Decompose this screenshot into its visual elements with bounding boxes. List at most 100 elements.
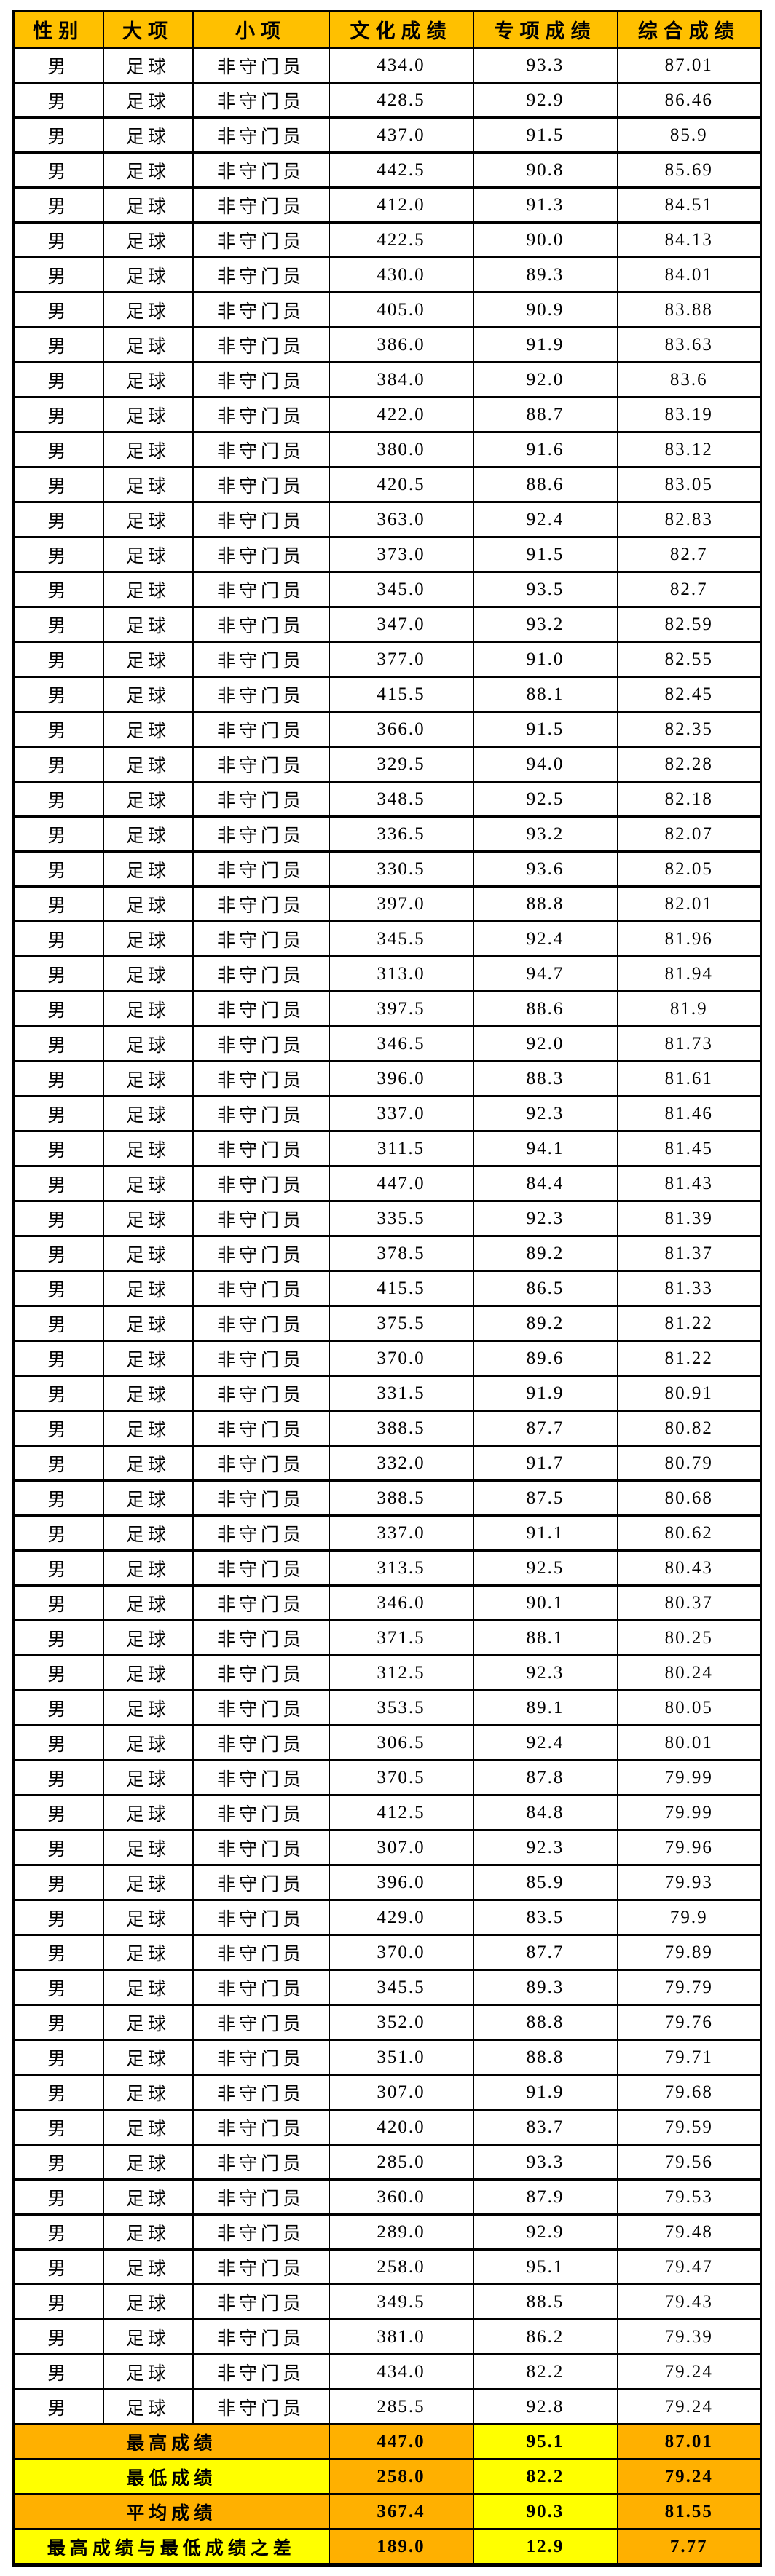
table-row: 男足球 非守门员 366.0 91.5 82.35	[12, 711, 762, 748]
cell-major: 足球	[102, 1445, 194, 1482]
cell-culture-score: 415.5	[328, 676, 474, 713]
cell-minor: 非守门员	[192, 1095, 330, 1132]
cell-culture-score: 313.0	[328, 955, 474, 992]
table-row: 男足球 非守门员 258.0 95.1 79.47	[12, 2248, 762, 2285]
cell-culture-score: 447.0	[328, 1165, 474, 1202]
cell-culture-score: 434.0	[328, 47, 474, 84]
cell-composite-score: 7.77	[616, 2528, 762, 2566]
cell-culture-score: 430.0	[328, 256, 474, 293]
cell-major: 足球	[102, 1410, 194, 1447]
cell-composite-score: 79.47	[616, 2248, 762, 2285]
cell-composite-score: 82.45	[616, 676, 762, 713]
cell-gender: 男	[12, 501, 104, 538]
cell-major: 足球	[102, 326, 194, 363]
cell-culture-score: 332.0	[328, 1445, 474, 1482]
cell-minor: 非守门员	[192, 221, 330, 258]
cell-gender: 男	[12, 2074, 104, 2111]
cell-composite-score: 82.28	[616, 746, 762, 783]
cell-culture-score: 349.5	[328, 2283, 474, 2320]
cell-culture-score: 386.0	[328, 326, 474, 363]
cell-culture-score: 447.0	[328, 2423, 474, 2460]
cell-major: 足球	[102, 1549, 194, 1587]
cell-minor: 非守门员	[192, 326, 330, 363]
cell-gender: 男	[12, 711, 104, 748]
table-row: 男足球 非守门员 337.0 92.3 81.46	[12, 1095, 762, 1132]
cell-special-score: 82.2	[472, 2458, 618, 2495]
cell-special-score: 91.6	[472, 431, 618, 468]
cell-composite-score: 80.01	[616, 1724, 762, 1761]
cell-special-score: 92.0	[472, 361, 618, 398]
cell-major: 足球	[102, 2248, 194, 2285]
cell-minor: 非守门员	[192, 885, 330, 922]
table-row: 男足球 非守门员 405.0 90.9 83.88	[12, 291, 762, 328]
cell-composite-score: 84.01	[616, 256, 762, 293]
header-minor: 小项	[192, 10, 330, 49]
cell-special-score: 88.6	[472, 466, 618, 503]
cell-major: 足球	[102, 1934, 194, 1971]
table-row: 男足球 非守门员 347.0 93.2 82.59	[12, 606, 762, 643]
cell-major: 足球	[102, 885, 194, 922]
cell-special-score: 91.5	[472, 116, 618, 154]
cell-special-score: 93.3	[472, 47, 618, 84]
cell-culture-score: 345.0	[328, 571, 474, 608]
cell-minor: 非守门员	[192, 1934, 330, 1971]
cell-gender: 男	[12, 1270, 104, 1307]
cell-minor: 非守门员	[192, 1060, 330, 1097]
cell-composite-score: 79.89	[616, 1934, 762, 1971]
cell-special-score: 92.9	[472, 2213, 618, 2251]
table-row: 男足球 非守门员 312.5 92.3 80.24	[12, 1654, 762, 1691]
cell-major: 足球	[102, 1794, 194, 1831]
cell-minor: 非守门员	[192, 711, 330, 748]
cell-major: 足球	[102, 1514, 194, 1552]
table-row: 男足球 非守门员 337.0 91.1 80.62	[12, 1514, 762, 1552]
cell-composite-score: 81.22	[616, 1305, 762, 1342]
cell-composite-score: 80.24	[616, 1654, 762, 1691]
scores-table: 性别 大项 小项 文化成绩 专项成绩 综合成绩 男足球 非守门员 434.0 93.3…	[12, 10, 762, 2567]
table-row: 男足球 非守门员 380.0 91.6 83.12	[12, 431, 762, 468]
table-row: 男足球 非守门员 352.0 88.8 79.76	[12, 2004, 762, 2041]
header-composite-score: 综合成绩	[616, 10, 762, 49]
cell-special-score: 90.9	[472, 291, 618, 328]
table-row: 男足球 非守门员 363.0 92.4 82.83	[12, 501, 762, 538]
cell-major: 足球	[102, 2213, 194, 2251]
cell-culture-score: 352.0	[328, 2004, 474, 2041]
cell-special-score: 92.5	[472, 781, 618, 818]
cell-minor: 非守门员	[192, 850, 330, 888]
cell-composite-score: 82.83	[616, 501, 762, 538]
cell-minor: 非守门员	[192, 746, 330, 783]
cell-minor: 非守门员	[192, 536, 330, 573]
table-row: 男足球 非守门员 345.5 92.4 81.96	[12, 920, 762, 957]
cell-special-score: 88.6	[472, 990, 618, 1027]
cell-gender: 男	[12, 2318, 104, 2355]
cell-composite-score: 83.19	[616, 396, 762, 433]
cell-major: 足球	[102, 536, 194, 573]
cell-culture-score: 437.0	[328, 116, 474, 154]
table-row: 男足球 非守门员 386.0 91.9 83.63	[12, 326, 762, 363]
cell-minor: 非守门员	[192, 641, 330, 678]
cell-culture-score: 351.0	[328, 2039, 474, 2076]
table-row: 男足球 非守门员 306.5 92.4 80.01	[12, 1724, 762, 1761]
cell-minor: 非守门员	[192, 1375, 330, 1412]
cell-special-score: 93.6	[472, 850, 618, 888]
cell-composite-score: 87.01	[616, 2423, 762, 2460]
cell-culture-score: 388.5	[328, 1479, 474, 1517]
cell-gender: 男	[12, 2388, 104, 2425]
cell-major: 足球	[102, 431, 194, 468]
cell-culture-score: 388.5	[328, 1410, 474, 1447]
cell-minor: 非守门员	[192, 1584, 330, 1621]
cell-composite-score: 84.51	[616, 186, 762, 224]
cell-composite-score: 82.18	[616, 781, 762, 818]
cell-special-score: 84.8	[472, 1794, 618, 1831]
cell-composite-score: 80.43	[616, 1549, 762, 1587]
cell-composite-score: 83.6	[616, 361, 762, 398]
cell-culture-score: 306.5	[328, 1724, 474, 1761]
cell-special-score: 87.9	[472, 2178, 618, 2216]
table-row: 男足球 非守门员 331.5 91.9 80.91	[12, 1375, 762, 1412]
cell-minor: 非守门员	[192, 1899, 330, 1936]
table-row: 男足球 非守门员 329.5 94.0 82.28	[12, 746, 762, 783]
cell-major: 足球	[102, 82, 194, 119]
cell-composite-score: 83.63	[616, 326, 762, 363]
cell-culture-score: 397.0	[328, 885, 474, 922]
cell-culture-score: 366.0	[328, 711, 474, 748]
cell-major: 足球	[102, 1479, 194, 1517]
